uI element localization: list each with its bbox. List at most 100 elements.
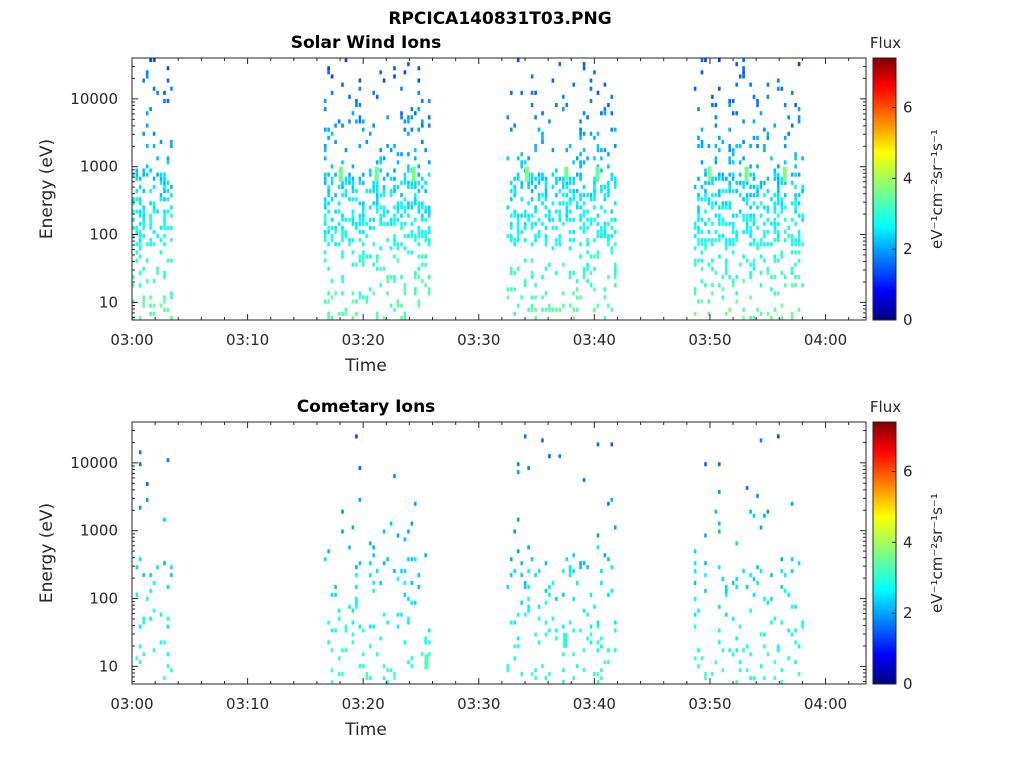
spectrogram-cell: [544, 197, 548, 202]
spectrogram-cell: [142, 189, 145, 194]
spectrogram-cell: [417, 66, 421, 71]
spectrogram-cell: [510, 221, 513, 226]
spectrogram-cell: [138, 283, 142, 288]
spectrogram-cell: [596, 250, 600, 255]
spectrogram-cell: [537, 640, 541, 645]
spectrogram-cell: [341, 229, 344, 234]
spectrogram-cell: [582, 668, 586, 673]
spectrogram-cell: [530, 295, 534, 300]
spectrogram-cell: [797, 229, 801, 234]
spectrogram-cell: [579, 242, 582, 247]
spectrogram-cell: [372, 90, 375, 95]
spectrogram-cell: [763, 513, 766, 518]
spectrogram-cell: [603, 287, 607, 292]
x-tick-label: 04:00: [804, 695, 847, 713]
spectrogram-cell: [562, 201, 565, 206]
spectrogram-cell: [323, 250, 327, 255]
spectrogram-cell: [351, 176, 355, 181]
spectrogram-cell: [138, 246, 142, 251]
spectrogram-cell: [586, 279, 589, 284]
spectrogram-cell: [731, 221, 735, 226]
spectrogram-cell: [138, 242, 142, 247]
spectrogram-cell: [714, 160, 718, 165]
spectrogram-cell: [725, 270, 728, 275]
spectrogram-cell: [152, 176, 156, 181]
spectrogram-cell: [344, 234, 348, 239]
spectrogram-cell: [362, 258, 365, 263]
spectrogram-cell: [323, 258, 327, 263]
spectrogram-cell: [330, 648, 334, 653]
spectrogram-cell: [711, 205, 714, 210]
spectrogram-cell: [163, 197, 166, 202]
spectrogram-cell: [537, 176, 541, 181]
spectrogram-cell: [527, 307, 530, 312]
spectrogram-cell: [152, 303, 156, 308]
spectrogram-cell: [562, 262, 565, 267]
spectrogram-cell: [752, 592, 756, 597]
spectrogram-cell: [572, 652, 575, 657]
spectrogram-cell: [410, 234, 414, 239]
spectrogram-cell: [735, 585, 738, 589]
spectrogram-cell: [417, 585, 421, 589]
spectrogram-cell: [330, 131, 334, 136]
spectrogram-cell: [520, 229, 523, 234]
spectrogram-cell: [149, 217, 152, 222]
spectrogram-cell: [530, 176, 534, 181]
spectrogram-cell: [427, 291, 431, 296]
spectrogram-cell: [379, 213, 382, 218]
spectrogram-cell: [362, 205, 365, 210]
spectrogram-cell: [534, 632, 537, 637]
spectrogram-cell: [579, 295, 582, 300]
spectrogram-cell: [149, 616, 152, 621]
spectrogram-cell: [530, 74, 534, 79]
spectrogram-cell: [523, 238, 527, 243]
spectrogram-cell: [763, 127, 766, 132]
spectrogram-cell: [763, 205, 766, 210]
spectrogram-cell: [530, 90, 534, 95]
y-tick-label: 10: [99, 657, 118, 675]
spectrogram-cell: [523, 612, 527, 617]
spectrogram-cell: [355, 119, 358, 124]
spectrogram-cell: [523, 283, 527, 288]
spectrogram-cell: [766, 266, 770, 271]
spectrogram-cell: [610, 565, 614, 570]
spectrogram-cell: [407, 201, 410, 206]
spectrogram-cell: [323, 201, 327, 206]
spectrogram-cell: [396, 533, 400, 538]
spectrogram-cell: [142, 209, 145, 214]
spectrogram-cell: [166, 616, 170, 621]
x-tick-label: 04:00: [804, 331, 847, 349]
spectrogram-cell: [610, 497, 614, 502]
spectrogram-cell: [752, 184, 756, 189]
spectrogram-cell: [414, 287, 417, 292]
spectrogram-cell: [170, 295, 173, 300]
spectrogram-cell: [163, 307, 166, 312]
spectrogram-cell: [344, 176, 348, 181]
spectrogram-cell: [555, 270, 558, 275]
spectrogram-cell: [541, 139, 544, 144]
spectrogram-cell: [403, 205, 407, 210]
spectrogram-cell: [510, 287, 513, 292]
spectrogram-cell: [520, 295, 523, 300]
spectrogram-cell: [351, 299, 355, 304]
spectrogram-cell: [516, 644, 520, 649]
spectrogram-cell: [424, 148, 427, 153]
spectrogram-cell: [731, 213, 735, 218]
spectrogram-cell: [582, 561, 586, 566]
spectrogram-cell: [697, 217, 700, 222]
spectrogram-cell: [386, 680, 389, 684]
colorbar: [872, 421, 897, 685]
spectrogram-cell: [427, 123, 431, 128]
x-tick-label: 03:20: [342, 331, 385, 349]
spectrogram-cell: [330, 315, 334, 320]
spectrogram-cell: [773, 201, 777, 206]
spectrogram-cell: [575, 201, 579, 206]
spectrogram-cell: [142, 78, 145, 83]
spectrogram-cell: [159, 225, 163, 230]
spectrogram-cell: [607, 193, 610, 198]
spectrogram-cell: [697, 135, 700, 140]
spectrogram-cell: [149, 189, 152, 194]
spectrogram-cell: [558, 213, 562, 218]
spectrogram-cell: [506, 585, 510, 589]
spectrogram-cell: [586, 193, 589, 198]
